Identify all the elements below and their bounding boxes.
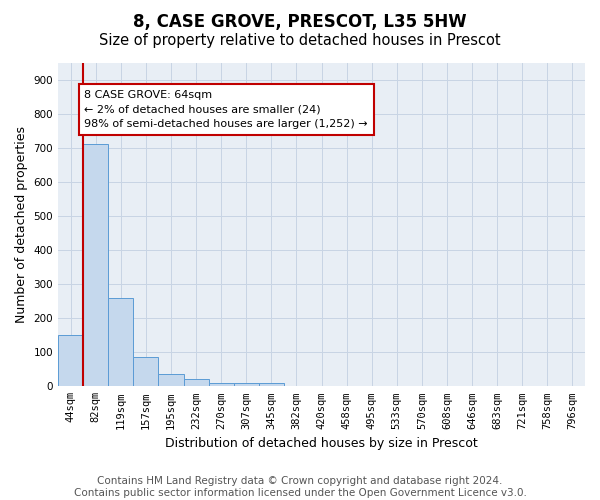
Bar (108, 298, 133, 386)
X-axis label: Distribution of detached houses by size in Prescot: Distribution of detached houses by size … (165, 437, 478, 450)
Bar (233, 383, 259, 386)
Y-axis label: Number of detached properties: Number of detached properties (15, 126, 28, 323)
Bar (209, 383, 233, 386)
Text: Contains HM Land Registry data © Crown copyright and database right 2024.
Contai: Contains HM Land Registry data © Crown c… (74, 476, 526, 498)
Text: 8 CASE GROVE: 64sqm
← 2% of detached houses are smaller (24)
98% of semi-detache: 8 CASE GROVE: 64sqm ← 2% of detached hou… (85, 90, 368, 130)
Bar (259, 383, 284, 386)
Text: 8, CASE GROVE, PRESCOT, L35 5HW: 8, CASE GROVE, PRESCOT, L35 5HW (133, 12, 467, 30)
Bar (133, 358, 158, 386)
Bar (58, 335, 83, 386)
Bar (83, 144, 108, 386)
Text: Size of property relative to detached houses in Prescot: Size of property relative to detached ho… (99, 32, 501, 48)
Bar (158, 374, 184, 386)
Bar (184, 380, 209, 386)
